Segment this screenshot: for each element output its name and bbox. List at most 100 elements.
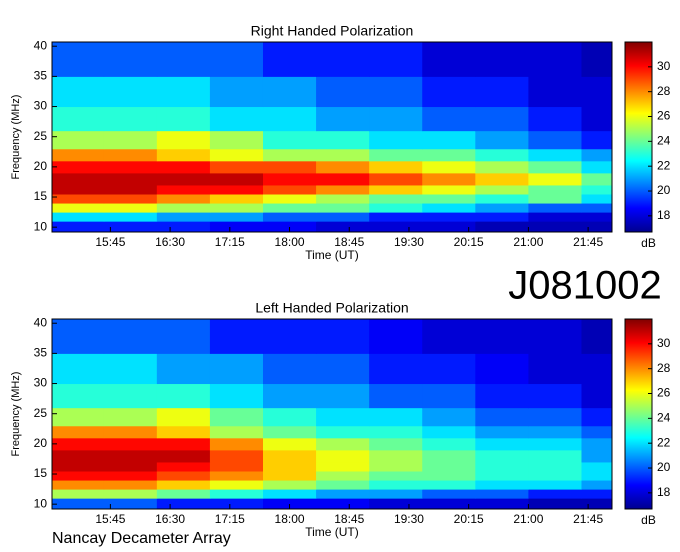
heat-cell xyxy=(369,172,423,186)
heat-cell xyxy=(369,471,423,481)
heat-cell xyxy=(422,489,476,499)
heat-cell xyxy=(369,498,423,510)
heat-cell xyxy=(103,76,158,108)
heat-cell xyxy=(581,172,613,186)
heat-cell xyxy=(262,489,317,499)
colorbar-tick-label: 26 xyxy=(657,386,671,400)
heat-cell xyxy=(422,160,476,174)
heat-cell xyxy=(262,172,317,186)
heat-cell xyxy=(475,212,529,222)
heat-cell xyxy=(475,194,529,204)
heat-cell xyxy=(156,471,211,481)
heat-cell xyxy=(475,489,529,499)
heat-cell xyxy=(52,449,105,463)
colorbar xyxy=(624,318,653,510)
heat-cell xyxy=(262,160,317,174)
heat-cell xyxy=(475,76,529,108)
heat-cell xyxy=(156,407,211,427)
heat-cell xyxy=(52,212,105,222)
heat-cell xyxy=(52,480,105,490)
heat-cell xyxy=(475,148,529,162)
heat-cell xyxy=(156,76,211,108)
heat-cell xyxy=(581,148,613,162)
heat-cell xyxy=(316,160,370,174)
heat-cell xyxy=(316,106,370,132)
heat-cell xyxy=(156,461,211,472)
x-tick-label: 18:00 xyxy=(275,512,305,526)
heat-cell xyxy=(528,148,582,162)
heat-cell xyxy=(528,42,582,77)
chart-title: Left Handed Polarization xyxy=(255,300,408,316)
heat-cell xyxy=(103,498,158,510)
heat-cell xyxy=(103,221,158,233)
heat-cell xyxy=(528,212,582,222)
heat-cell xyxy=(528,383,582,409)
heat-cell xyxy=(369,42,423,77)
heat-cell xyxy=(103,471,158,481)
x-tick-label: 21:00 xyxy=(513,512,543,526)
heat-cell xyxy=(262,461,317,472)
heat-cell xyxy=(581,353,613,385)
heat-cell xyxy=(209,471,264,481)
heat-cell xyxy=(209,42,264,77)
heat-cell xyxy=(52,489,105,499)
heat-cell xyxy=(316,425,370,439)
heat-cell xyxy=(581,437,613,451)
x-tick-label: 21:45 xyxy=(573,235,603,249)
heat-cell xyxy=(262,498,317,510)
heat-cell xyxy=(316,353,370,385)
colorbar-tick-label: 20 xyxy=(657,460,671,474)
heat-cell xyxy=(316,461,370,472)
heat-cell xyxy=(262,471,317,481)
heat-cell xyxy=(528,480,582,490)
heat-cell xyxy=(475,425,529,439)
heat-cell xyxy=(262,42,317,77)
heat-cell xyxy=(528,449,582,463)
heat-cell xyxy=(316,221,370,233)
heat-cell xyxy=(422,471,476,481)
heat-cell xyxy=(528,76,582,108)
heat-cell xyxy=(475,461,529,472)
heat-cell xyxy=(369,353,423,385)
heat-cell xyxy=(581,383,613,409)
heat-cell xyxy=(316,437,370,451)
heat-cell xyxy=(209,449,264,463)
heat-cell xyxy=(156,383,211,409)
heat-cell xyxy=(262,425,317,439)
heat-cell xyxy=(52,203,105,213)
heat-cell xyxy=(369,194,423,204)
heat-cell xyxy=(422,148,476,162)
y-tick-label: 30 xyxy=(34,99,48,113)
heat-cell xyxy=(528,489,582,499)
heat-cell xyxy=(52,353,105,385)
heat-cell xyxy=(103,203,158,213)
heat-cell xyxy=(528,498,582,510)
heat-cell xyxy=(52,407,105,427)
heat-cell xyxy=(103,194,158,204)
heat-cell xyxy=(156,498,211,510)
heat-cell xyxy=(209,148,264,162)
x-tick-label: 20:15 xyxy=(454,512,484,526)
heat-cell xyxy=(581,106,613,132)
x-tick-label: 15:45 xyxy=(95,235,125,249)
heat-cell xyxy=(369,319,423,354)
heat-cell xyxy=(103,106,158,132)
heat-cell xyxy=(103,319,158,354)
heat-cell xyxy=(369,489,423,499)
x-tick-label: 18:45 xyxy=(334,235,364,249)
heat-cell xyxy=(369,383,423,409)
heat-cell xyxy=(581,160,613,174)
heat-cell xyxy=(369,437,423,451)
heat-cell xyxy=(52,148,105,162)
heat-cell xyxy=(475,184,529,195)
heat-cell xyxy=(581,425,613,439)
heat-cell xyxy=(52,471,105,481)
x-tick-label: 18:45 xyxy=(334,512,364,526)
heat-cell xyxy=(475,160,529,174)
heat-cell xyxy=(316,148,370,162)
heat-cell xyxy=(103,449,158,463)
heat-cell xyxy=(581,461,613,472)
heat-cell xyxy=(209,194,264,204)
heat-cell xyxy=(52,184,105,195)
